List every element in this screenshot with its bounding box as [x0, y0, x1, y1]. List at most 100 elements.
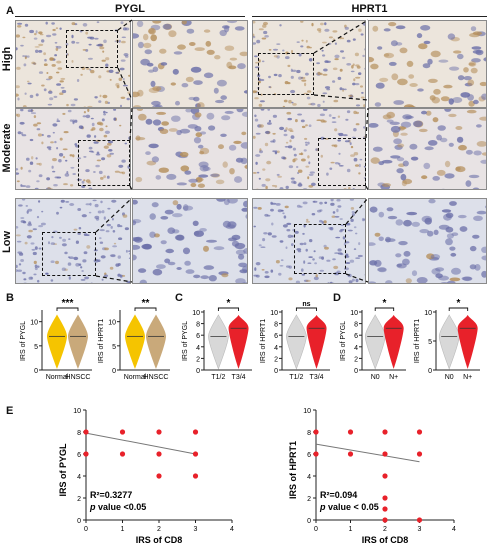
- ihc-tile: [15, 20, 131, 108]
- data-point: [119, 451, 126, 457]
- data-point: [382, 495, 388, 501]
- violin-shape: [228, 314, 249, 369]
- panel-b-letter: B: [6, 292, 14, 304]
- ihc-tile: [15, 108, 131, 190]
- y-tick-label: 2: [196, 356, 200, 363]
- significance-bracket: [374, 307, 395, 311]
- data-point: [192, 473, 199, 479]
- significance-label: *: [227, 298, 231, 309]
- data-point: [156, 429, 162, 435]
- significance-bracket: [217, 307, 240, 311]
- x-tick-label: 3: [418, 526, 422, 533]
- x-tick-label: 2: [383, 526, 387, 533]
- group-label: N0: [445, 374, 454, 381]
- data-point: [382, 473, 388, 479]
- data-point: [382, 451, 388, 457]
- data-point: [416, 517, 423, 523]
- column-header-pygl: PYGL: [115, 3, 145, 15]
- data-point: [382, 429, 388, 435]
- y-tick-label: 10: [73, 408, 81, 415]
- y-axis-label: IRS of HPRT1: [414, 319, 421, 363]
- y-tick-label: 0: [354, 368, 358, 375]
- y-tick-label: 10: [270, 310, 278, 317]
- group-label: N+: [463, 374, 472, 381]
- x-tick-label: 1: [349, 526, 353, 533]
- data-point: [416, 451, 423, 457]
- significance-bracket: [295, 307, 318, 311]
- panel-d-letter: D: [333, 292, 341, 304]
- x-tick-label: 0: [84, 526, 88, 533]
- ihc-tile: [132, 20, 248, 108]
- y-tick-label: 8: [307, 430, 311, 437]
- y-tick-label: 0: [77, 518, 81, 525]
- significance-bracket: [56, 307, 79, 311]
- y-tick-label: 4: [354, 345, 358, 352]
- violin-shape: [47, 314, 67, 370]
- y-axis-label: IRS of PYGL: [340, 321, 347, 361]
- y-tick-label: 4: [307, 474, 311, 481]
- group-label: T1/2: [289, 374, 303, 381]
- hprt1-header-rule: [252, 16, 487, 17]
- y-tick-label: 10: [30, 320, 38, 327]
- y-tick-label: 10: [303, 408, 311, 415]
- significance-label: **: [142, 298, 150, 309]
- panel-a-letter: A: [6, 5, 14, 17]
- ihc-tile: [368, 108, 487, 190]
- group-label: T3/4: [310, 374, 324, 381]
- violin-shape: [68, 314, 88, 370]
- y-tick-label: 8: [274, 322, 278, 329]
- x-axis-label: IRS of CD8: [362, 535, 409, 545]
- y-tick-label: 5: [428, 339, 432, 346]
- p-value-label: p value <0.05: [89, 502, 146, 512]
- significance-bracket: [448, 307, 469, 311]
- y-axis-label: IRS of PYGL: [58, 443, 68, 497]
- y-tick-label: 0: [307, 518, 311, 525]
- data-point: [83, 429, 89, 435]
- y-tick-label: 2: [354, 356, 358, 363]
- data-point: [192, 451, 199, 457]
- y-tick-label: 10: [424, 310, 432, 317]
- zoom-box-hprt1-moderate: [318, 138, 366, 186]
- y-tick-label: 2: [307, 496, 311, 503]
- y-tick-label: 8: [196, 322, 200, 329]
- panel-e-letter: E: [6, 405, 14, 417]
- data-point: [347, 429, 354, 435]
- ihc-tile: [252, 20, 366, 108]
- y-tick-label: 4: [196, 345, 200, 352]
- significance-label: *: [456, 298, 460, 309]
- group-label: HNSCC: [66, 374, 91, 381]
- x-tick-label: 0: [314, 526, 318, 533]
- p-value-label: p value < 0.05: [319, 502, 379, 512]
- group-label: Normal: [124, 374, 147, 381]
- y-tick-label: 6: [77, 452, 81, 459]
- data-point: [192, 429, 199, 435]
- group-label: T3/4: [232, 374, 246, 381]
- ihc-tile: [132, 108, 248, 190]
- row-label-high: High: [1, 46, 13, 72]
- y-tick-label: 8: [354, 322, 358, 329]
- violin-shape: [364, 314, 386, 370]
- y-tick-label: 4: [274, 345, 278, 352]
- y-tick-label: 0: [112, 368, 116, 375]
- column-header-hprt1: HPRT1: [351, 3, 388, 15]
- x-tick-label: 4: [230, 526, 234, 533]
- scatter-plot-e1: 0 1 2 3 4 0 2 4 6 8 10 IRS of CD8 IRS of PYGL R²=0.32…: [58, 408, 234, 545]
- data-point: [382, 506, 388, 512]
- violin-shape: [438, 314, 460, 370]
- data-point: [347, 451, 354, 457]
- violin-shape: [383, 314, 404, 369]
- data-point: [416, 429, 423, 435]
- y-tick-label: 0: [34, 368, 38, 375]
- data-point: [313, 451, 319, 457]
- data-point: [313, 429, 319, 435]
- y-axis-label: IRS of PYGL: [20, 321, 27, 361]
- regression-line: [85, 432, 196, 455]
- panel-c-letter: C: [175, 292, 183, 304]
- ihc-tile: [368, 198, 487, 284]
- group-label: Normal: [46, 374, 69, 381]
